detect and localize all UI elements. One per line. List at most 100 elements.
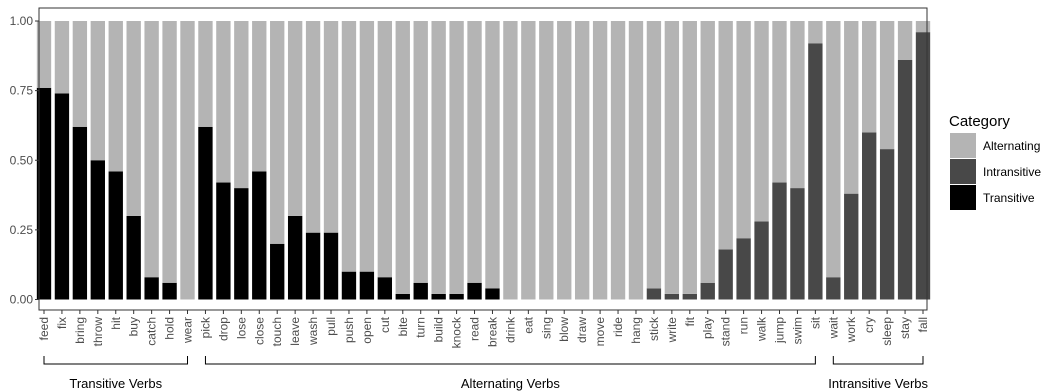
bar-work-intransitive [844, 193, 859, 300]
bar-cry-intransitive [862, 132, 877, 300]
bar-cry-alternating [862, 21, 877, 133]
x-tick-label-pick: pick [198, 316, 212, 338]
x-tick-label-draw: draw [575, 317, 589, 343]
x-tick-label-run: run [737, 317, 751, 334]
bar-swim-intransitive [790, 188, 805, 300]
bar-run-alternating [736, 21, 751, 239]
x-tick-label-lose: lose [234, 317, 248, 339]
x-tick-label-throw: throw [91, 317, 105, 347]
x-tick-label-knock: knock [450, 316, 464, 348]
bar-jump-alternating [772, 21, 787, 183]
x-tick-label-sleep: sleep [880, 317, 894, 346]
x-tick-label-close: close [252, 317, 266, 345]
bar-read-transitive [467, 282, 482, 300]
y-tick-label: 0.25 [10, 223, 34, 237]
bar-catch-alternating [144, 21, 159, 278]
bar-push-transitive [341, 271, 357, 300]
bar-pick-transitive [198, 126, 213, 300]
bar-touch-transitive [270, 243, 285, 300]
bar-lose-alternating [234, 21, 249, 189]
x-tick-label-sit: sit [808, 316, 822, 329]
bar-sit-alternating [808, 21, 823, 44]
bar-hang-alternating [628, 21, 644, 300]
x-tick-label-buy: buy [127, 317, 141, 336]
x-tick-label-break: break [485, 316, 499, 347]
legend-label-transitive: Transitive [983, 191, 1035, 205]
x-tick-label-jump: jump [772, 317, 786, 344]
bar-bring-alternating [72, 21, 88, 127]
bar-buy-alternating [126, 21, 141, 216]
x-tick-label-leave: leave [288, 317, 302, 346]
bar-break-alternating [485, 21, 500, 289]
y-tick-label: 0.75 [10, 84, 34, 98]
y-tick-label: 0.50 [10, 153, 34, 167]
bar-pick-alternating [198, 21, 213, 127]
bar-fall-intransitive [915, 32, 931, 300]
x-tick-label-drop: drop [216, 317, 230, 341]
verb-groups: Transitive Verbs Alternating Verbs Intrans… [43, 356, 929, 391]
bar-hit-transitive [108, 171, 123, 300]
bar-sleep-alternating [879, 21, 895, 150]
x-tick-label-blow: blow [557, 317, 571, 342]
bar-close-alternating [252, 21, 267, 172]
bar-hold-alternating [162, 21, 177, 283]
bar-stand-alternating [718, 21, 733, 250]
bar-open-alternating [359, 21, 375, 272]
bar-write-intransitive [664, 293, 680, 300]
x-tick-label-swim: swim [790, 317, 804, 344]
bar-feed-transitive [36, 87, 52, 300]
bar-knock-alternating [449, 21, 464, 294]
bar-cut-transitive [377, 277, 393, 300]
x-tick-label-cut: cut [378, 316, 392, 333]
x-tick-label-write: write [665, 317, 679, 344]
bar-fix-transitive [54, 93, 70, 300]
x-tick-label-fall: fall [916, 317, 930, 332]
bar-sing-alternating [539, 21, 554, 300]
bar-walk-intransitive [754, 221, 769, 300]
bar-throw-alternating [90, 21, 105, 161]
x-tick-label-stay: stay [898, 317, 912, 339]
group-label: Alternating Verbs [461, 376, 561, 391]
bar-break-transitive [485, 288, 500, 300]
bar-hit-alternating [108, 21, 123, 172]
bar-play-alternating [700, 21, 715, 283]
bar-stay-alternating [897, 21, 913, 60]
x-tick-label-bring: bring [73, 317, 87, 344]
x-tick-label-open: open [360, 317, 374, 344]
bar-sleep-intransitive [879, 149, 895, 300]
x-tick-label-sing: sing [539, 317, 553, 339]
x-tick-label-catch: catch [145, 317, 159, 346]
x-tick-label-wait: wait [826, 316, 840, 339]
bar-throw-transitive [90, 160, 105, 300]
x-tick-label-stand: stand [719, 317, 733, 346]
legend-key-transitive [950, 185, 976, 210]
bar-catch-transitive [144, 277, 159, 300]
bar-bring-transitive [72, 126, 88, 300]
legend: Category Alternating Intransitive Transiti… [949, 113, 1041, 210]
bar-feed-alternating [36, 21, 52, 88]
bar-wear-alternating [180, 21, 195, 300]
x-tick-label-push: push [342, 317, 356, 343]
x-tick-label-turn: turn [414, 317, 428, 338]
x-tick-label-eat: eat [521, 316, 535, 333]
x-tick-label-play: play [701, 317, 715, 339]
x-tick-label-read: read [468, 317, 482, 341]
bar-leave-transitive [287, 215, 303, 300]
bar-leave-alternating [287, 21, 303, 216]
x-tick-label-touch: touch [270, 317, 284, 346]
y-tick-label: 1.00 [10, 14, 34, 28]
bar-work-alternating [844, 21, 859, 194]
bar-walk-alternating [754, 21, 769, 222]
x-tick-label-drink: drink [503, 316, 517, 343]
x-axis: feed fix bring throw hit buy catch hold wear pick… [37, 310, 930, 348]
bar-fix-alternating [54, 21, 70, 94]
bar-fit-intransitive [682, 293, 697, 300]
legend-label-intransitive: Intransitive [983, 165, 1041, 179]
bar-drop-alternating [216, 21, 231, 183]
x-tick-label-stick: stick [647, 316, 661, 341]
bar-swim-alternating [790, 21, 805, 189]
x-tick-label-pull: pull [324, 317, 338, 336]
group-bracket [832, 356, 924, 365]
bar-read-alternating [467, 21, 482, 283]
legend-label-alternating: Alternating [983, 139, 1040, 153]
